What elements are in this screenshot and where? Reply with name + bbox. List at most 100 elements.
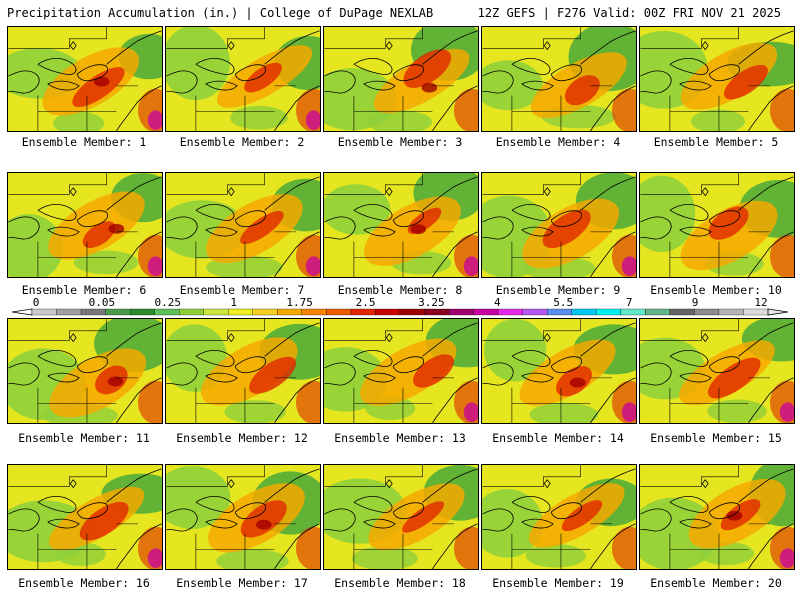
ensemble-member-label: Ensemble Member: 6 (21, 283, 147, 297)
colorbar-swatch (473, 308, 499, 316)
precipitation-field-map (482, 173, 636, 277)
ensemble-member-map (165, 318, 321, 424)
ensemble-member-map (165, 172, 321, 278)
ensemble-member-label: Ensemble Member: 11 (18, 431, 150, 445)
ensemble-member-label: Ensemble Member: 10 (650, 283, 782, 297)
precipitation-field-map (8, 173, 162, 277)
ensemble-member-label: Ensemble Member: 2 (179, 135, 305, 149)
precipitation-field-map (166, 173, 320, 277)
ensemble-member-label: Ensemble Member: 3 (337, 135, 463, 149)
colorbar-tick-label: 0.25 (155, 296, 182, 309)
colorbar-tick-label: 5.5 (553, 296, 573, 309)
colorbar-swatch (301, 308, 327, 316)
colorbar-swatch (375, 308, 401, 316)
colorbar-swatch (179, 308, 204, 316)
colorbar-swatch (620, 308, 646, 316)
colorbar-swatch (497, 308, 523, 316)
precipitation-field-map (640, 27, 794, 131)
ensemble-member-map (7, 26, 163, 132)
ensemble-member-map (481, 26, 637, 132)
ensemble-member-map (323, 464, 479, 570)
precipitation-field-map (324, 319, 478, 423)
precipitation-field-map (166, 319, 320, 423)
precipitation-field-map (8, 319, 162, 423)
colorbar-swatch (596, 308, 621, 316)
ensemble-member-map (165, 26, 321, 132)
ensemble-member-label: Ensemble Member: 12 (176, 431, 308, 445)
ensemble-member-map (7, 464, 163, 570)
precipitation-field-map (640, 319, 794, 423)
colorbar-tick-label: 12 (754, 296, 767, 309)
colorbar-tick-label: 0.05 (89, 296, 116, 309)
colorbar-swatch (547, 308, 572, 316)
colorbar-tick-label: 3.25 (418, 296, 445, 309)
precipitation-field-map (324, 465, 478, 569)
colorbar-swatch (399, 308, 425, 316)
colorbar-swatch (228, 308, 253, 316)
colorbar-tick-label: 2.5 (356, 296, 376, 309)
precipitation-field-map (324, 173, 478, 277)
precipitation-field-map (8, 465, 162, 569)
colorbar-swatch (31, 308, 57, 316)
ensemble-member-map (639, 464, 795, 570)
ensemble-member-label: Ensemble Member: 18 (334, 576, 466, 590)
precipitation-field-map (640, 465, 794, 569)
ensemble-member-map (639, 172, 795, 278)
ensemble-member-label: Ensemble Member: 1 (21, 135, 147, 149)
colorbar-tick-label: 1 (230, 296, 237, 309)
colorbar-swatch (694, 308, 720, 316)
precipitation-field-map (640, 173, 794, 277)
colorbar-tick-label: 0 (33, 296, 40, 309)
colorbar-swatch (326, 308, 352, 316)
colorbar-tick-label: 1.75 (286, 296, 313, 309)
precipitation-field-map (166, 465, 320, 569)
colorbar-tick-label: 9 (692, 296, 699, 309)
ensemble-member-map (7, 172, 163, 278)
colorbar-swatch (571, 308, 597, 316)
precipitation-field-map (8, 27, 162, 131)
ensemble-member-map (323, 172, 479, 278)
colorbar-swatch (203, 308, 229, 316)
ensemble-member-label: Ensemble Member: 13 (334, 431, 466, 445)
colorbar-swatch (669, 308, 695, 316)
colorbar-swatch (424, 308, 450, 316)
precipitation-colorbar: 0 0.05 0.25 1 1.75 2.5 3.25 4 5.5 7 9 12 (11, 296, 789, 316)
ensemble-member-label: Ensemble Member: 5 (653, 135, 779, 149)
ensemble-member-map (481, 464, 637, 570)
ensemble-member-label: Ensemble Member: 7 (179, 283, 305, 297)
colorbar-tick-label: 7 (626, 296, 633, 309)
colorbar-swatch (743, 308, 769, 316)
precipitation-field-map (166, 27, 320, 131)
ensemble-member-label: Ensemble Member: 4 (495, 135, 621, 149)
ensemble-member-label: Ensemble Member: 14 (492, 431, 624, 445)
ensemble-member-label: Ensemble Member: 15 (650, 431, 782, 445)
ensemble-member-map (7, 318, 163, 424)
ensemble-member-label: Ensemble Member: 9 (495, 283, 621, 297)
ensemble-member-map (481, 172, 637, 278)
ensemble-member-map (481, 318, 637, 424)
colorbar-swatch (448, 308, 474, 316)
colorbar-swatch (129, 308, 155, 316)
colorbar-swatch (277, 308, 303, 316)
ensemble-member-map (323, 26, 479, 132)
precipitation-field-map (482, 319, 636, 423)
map-title: Precipitation Accumulation (in.) | Colle… (7, 6, 434, 20)
colorbar-swatch (645, 308, 671, 316)
colorbar-swatch (522, 308, 548, 316)
precipitation-field-map (482, 465, 636, 569)
precipitation-field-map (324, 27, 478, 131)
ensemble-member-map (639, 318, 795, 424)
model-run-valid-time: 12Z GEFS | F276 Valid: 00Z FRI NOV 21 20… (477, 6, 781, 20)
colorbar-swatch (350, 308, 376, 316)
precipitation-field-map (482, 27, 636, 131)
colorbar-swatch (718, 308, 744, 316)
ensemble-member-label: Ensemble Member: 16 (18, 576, 150, 590)
ensemble-member-map (639, 26, 795, 132)
colorbar-swatch (154, 308, 180, 316)
colorbar-tick-label: 4 (494, 296, 501, 309)
ensemble-member-label: Ensemble Member: 20 (650, 576, 782, 590)
ensemble-member-map (323, 318, 479, 424)
colorbar-swatch (105, 308, 131, 316)
colorbar-swatch (252, 308, 278, 316)
colorbar-swatch (56, 308, 82, 316)
